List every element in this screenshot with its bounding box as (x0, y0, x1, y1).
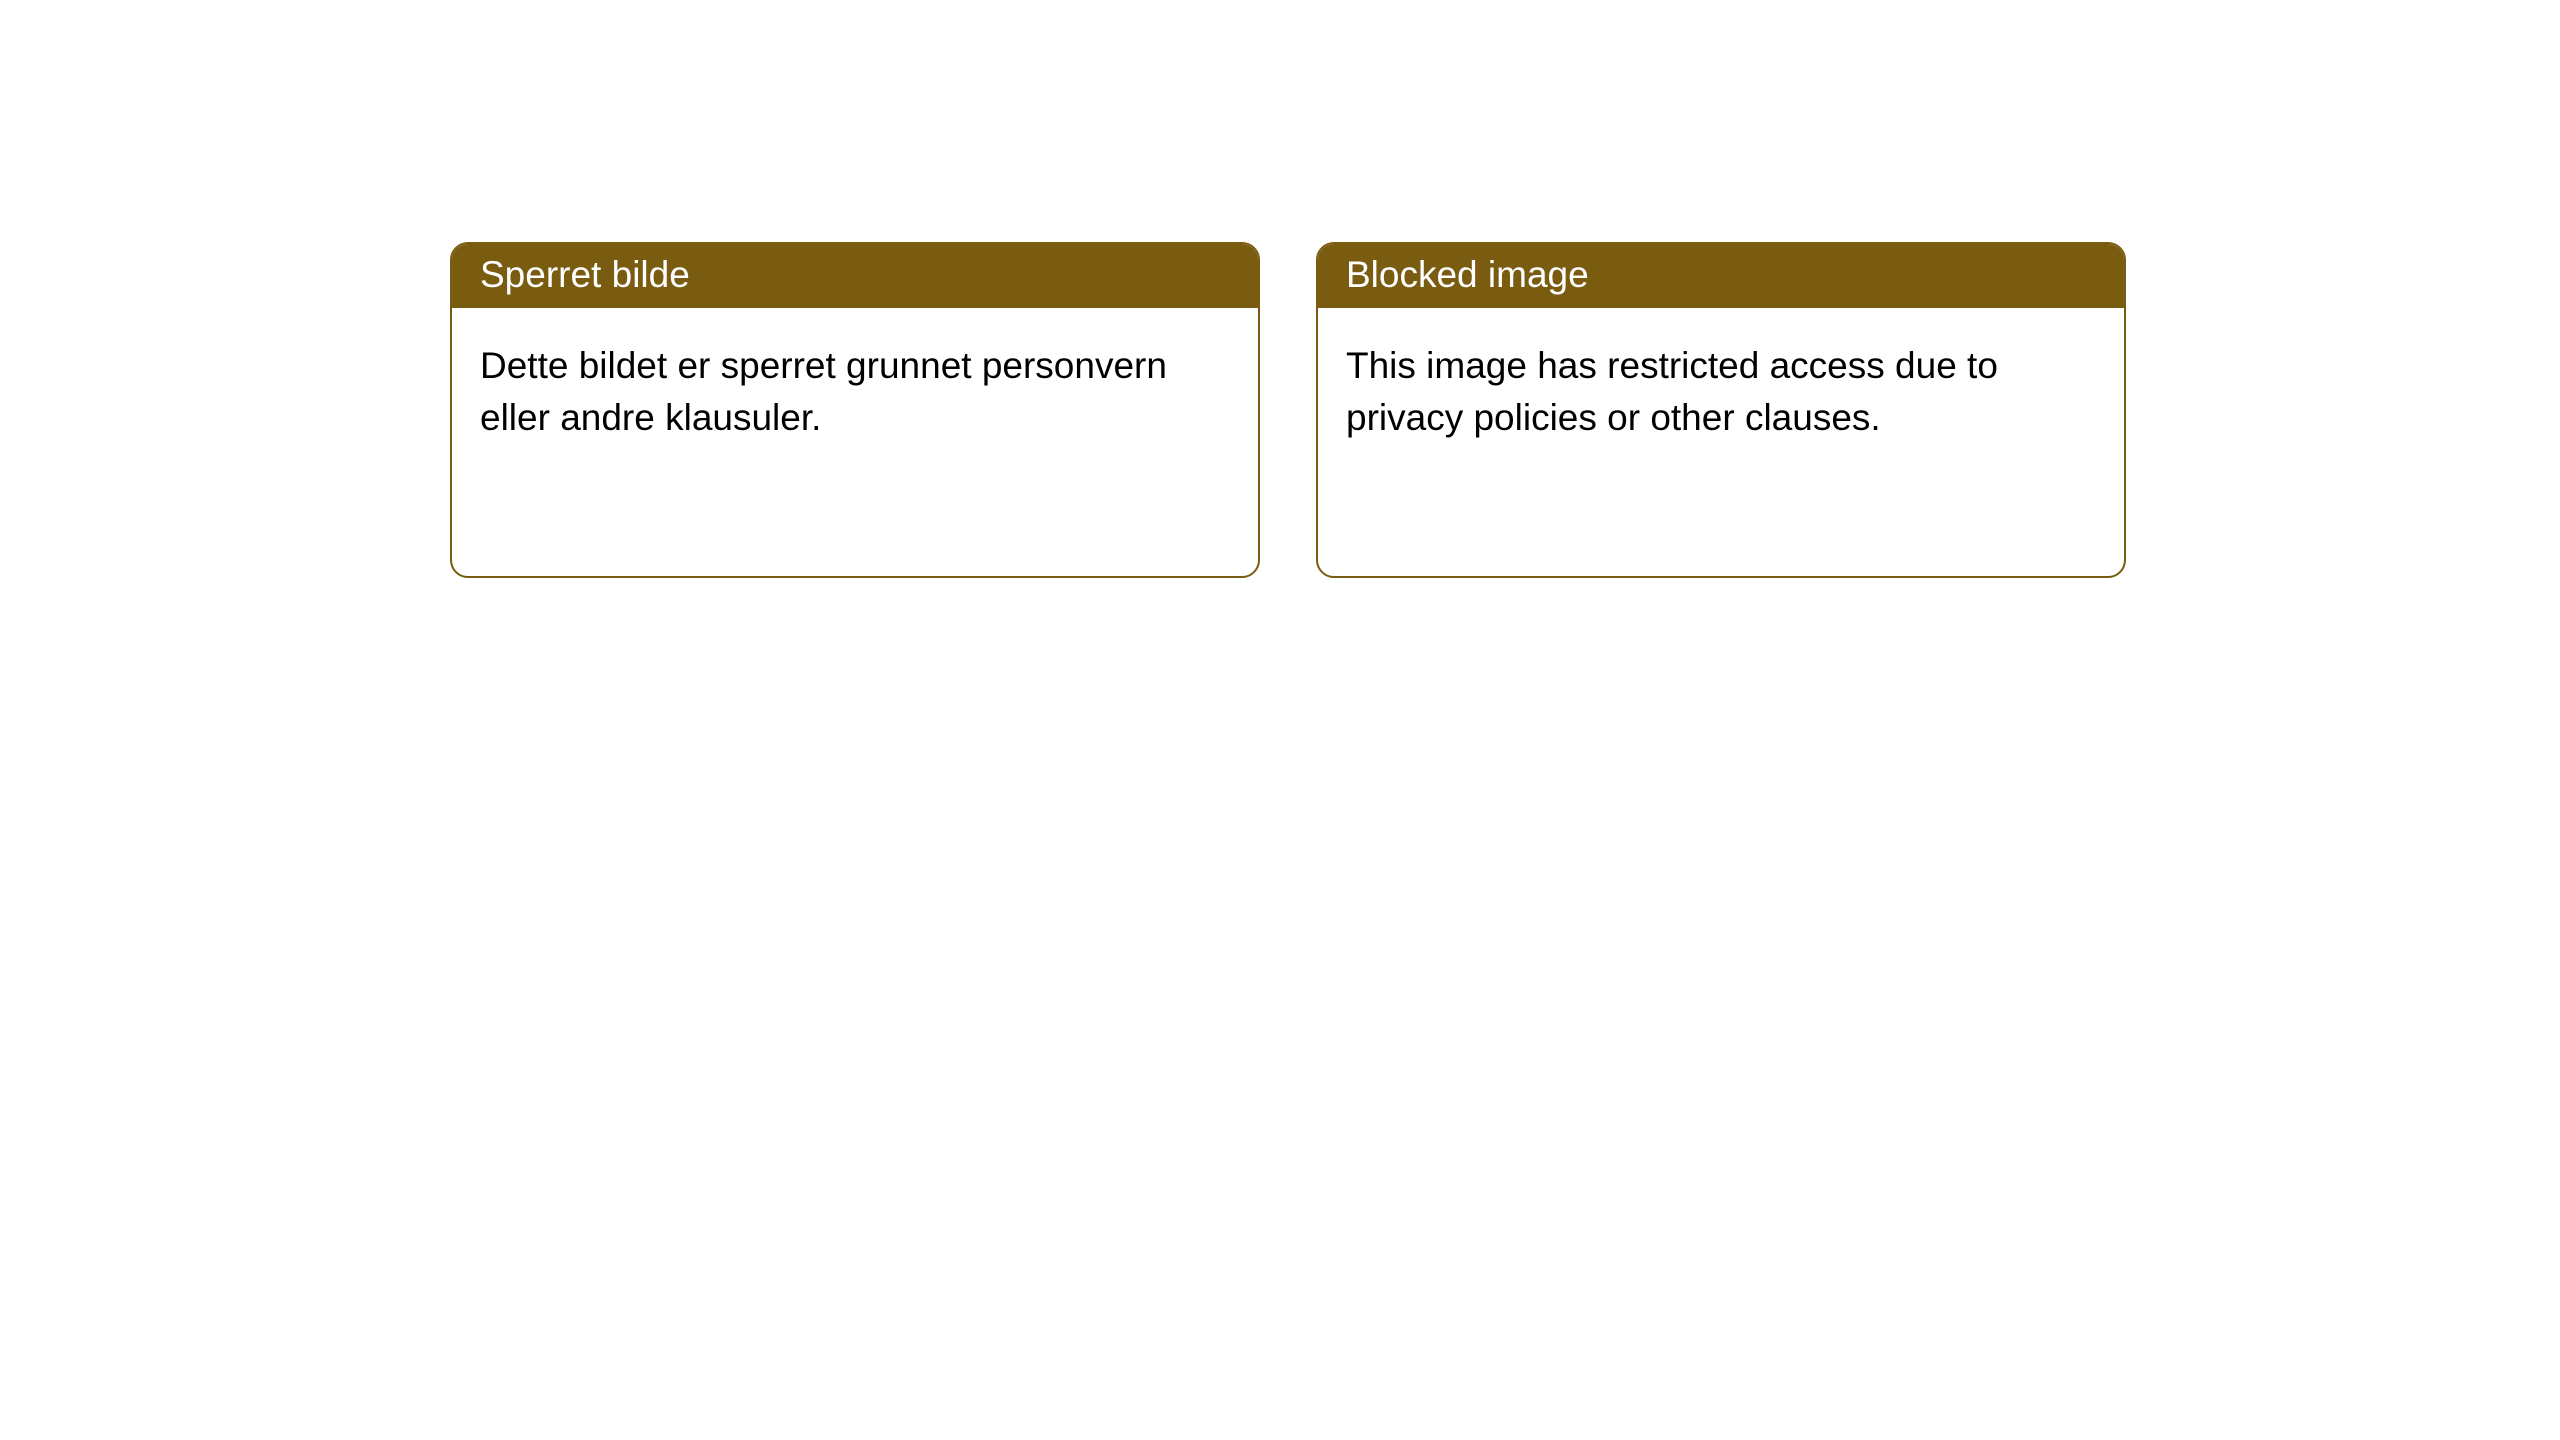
notice-container: Sperret bilde Dette bildet er sperret gr… (0, 0, 2560, 578)
notice-card-norwegian: Sperret bilde Dette bildet er sperret gr… (450, 242, 1260, 578)
card-body: Dette bildet er sperret grunnet personve… (452, 308, 1258, 476)
card-title: Blocked image (1346, 254, 1589, 295)
card-body-text: This image has restricted access due to … (1346, 345, 1998, 438)
card-header: Blocked image (1318, 244, 2124, 308)
card-body-text: Dette bildet er sperret grunnet personve… (480, 345, 1167, 438)
card-title: Sperret bilde (480, 254, 690, 295)
card-header: Sperret bilde (452, 244, 1258, 308)
card-body: This image has restricted access due to … (1318, 308, 2124, 476)
notice-card-english: Blocked image This image has restricted … (1316, 242, 2126, 578)
